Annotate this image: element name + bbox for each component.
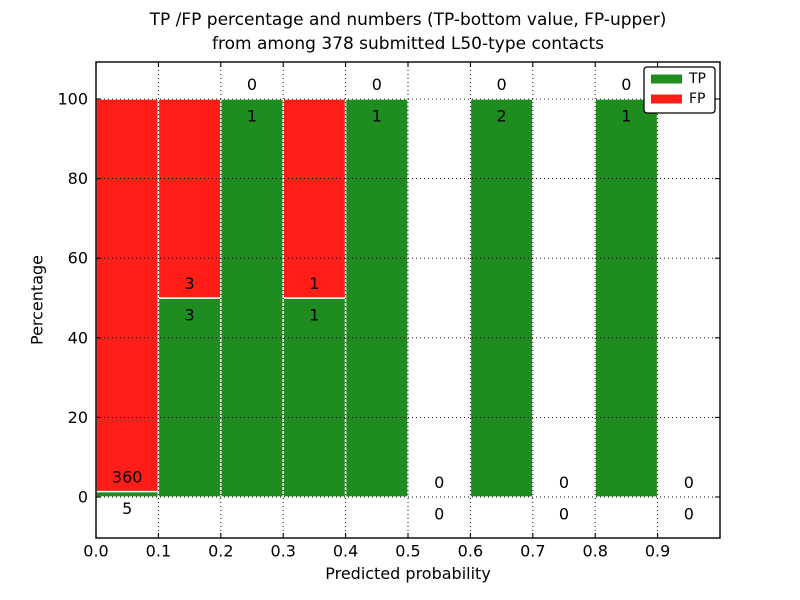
x-tick-label: 0.7: [520, 542, 545, 561]
y-tick-label: 80: [68, 169, 88, 188]
tp-count-label: 0: [434, 505, 444, 524]
chart-title-line1: TP /FP percentage and numbers (TP-bottom…: [149, 10, 667, 30]
bar-segment-tp: [157, 297, 222, 498]
tp-count-label: 0: [559, 505, 569, 524]
x-tick-label: 0.8: [582, 542, 607, 561]
bar-segment-tp: [95, 490, 160, 498]
fp-count-label: 0: [684, 473, 694, 492]
x-tick-label: 0.3: [270, 542, 295, 561]
y-tick-label: 40: [68, 328, 88, 347]
bar-segment-fp: [282, 98, 347, 299]
fp-count-label: 0: [372, 75, 382, 94]
x-tick-label: 0.1: [146, 542, 171, 561]
bar-segment-tp: [282, 297, 347, 498]
bar-segment-tp: [220, 98, 284, 498]
tp-count-label: 5: [122, 499, 132, 518]
legend-swatch-tp: [651, 74, 682, 84]
legend-swatch-fp: [651, 94, 682, 104]
bar-segment-tp: [344, 98, 409, 498]
tp-count-label: 1: [621, 107, 631, 126]
bar-segment-tp: [594, 98, 659, 498]
x-tick-label: 0.2: [208, 542, 233, 561]
fp-count-label: 0: [434, 473, 444, 492]
bar-segment-fp: [157, 98, 222, 299]
fp-count-label: 0: [497, 75, 507, 94]
fp-count-label: 1: [309, 274, 319, 293]
x-tick-label: 0.4: [333, 542, 358, 561]
bar-segment-fp: [95, 98, 160, 493]
y-tick-label: 20: [68, 408, 88, 427]
x-tick-label: 0.9: [645, 542, 670, 561]
legend-label-tp: TP: [688, 71, 706, 87]
y-axis-label: Percentage: [27, 254, 47, 346]
tp-count-label: 1: [372, 107, 382, 126]
fp-count-label: 3: [185, 274, 195, 293]
x-tick-label: 0.5: [395, 542, 420, 561]
x-tick-label: 0.6: [458, 542, 483, 561]
chart-title: TP /FP percentage and numbers (TP-bottom…: [16, 8, 800, 56]
y-tick-label: 60: [68, 249, 88, 268]
tp-count-label: 2: [497, 107, 507, 126]
tp-count-label: 3: [185, 306, 195, 325]
bar-segment-tp: [469, 98, 534, 498]
chart-title-line2: from among 378 submitted L50-type contac…: [212, 34, 604, 54]
tp-count-label: 0: [684, 505, 694, 524]
fp-count-label: 0: [621, 75, 631, 94]
fp-count-label: 0: [559, 473, 569, 492]
y-tick-label: 100: [57, 90, 88, 109]
tp-count-label: 1: [309, 306, 319, 325]
y-tick-label: 0: [78, 488, 88, 507]
fp-count-label: 360: [112, 468, 143, 487]
x-axis-label: Predicted probability: [325, 564, 491, 583]
x-tick-label: 0.0: [83, 542, 108, 561]
tp-count-label: 1: [247, 107, 257, 126]
legend-label-fp: FP: [689, 91, 706, 107]
fp-count-label: 0: [247, 75, 257, 94]
